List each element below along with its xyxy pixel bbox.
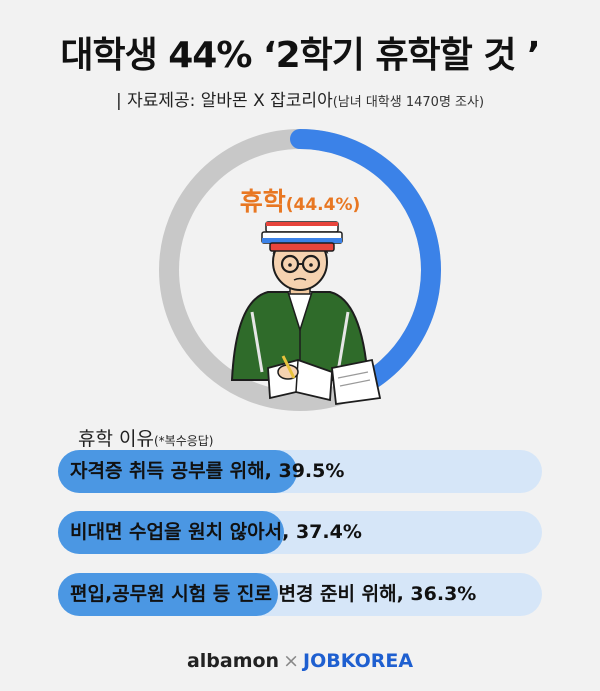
reasons-heading: 휴학 이유(*복수응답)	[78, 424, 214, 451]
donut-value: (44.4%)	[285, 195, 361, 215]
source-line: | 자료제공: 알바몬 X 잡코리아(남녀 대학생 1470명 조사)	[0, 86, 600, 111]
donut-label: 휴학	[239, 187, 286, 216]
source-note: (남녀 대학생 1470명 조사)	[332, 95, 485, 110]
reason-bar-label: 비대면 수업을 원치 않아서, 37.4%	[70, 521, 362, 543]
reason-bar-fill	[58, 573, 278, 616]
reason-bar-track: 편입,공무원 시험 등 진로 변경 준비 위해, 36.3%	[58, 573, 542, 616]
logo-separator: ×	[283, 650, 299, 672]
reason-bar-fill	[58, 450, 297, 493]
reasons-title: 휴학 이유	[78, 428, 154, 450]
footer-logos: albamon × JOBKOREA	[0, 650, 600, 672]
reason-bar-label: 자격증 취득 공부를 위해, 39.5%	[70, 460, 345, 482]
jobkorea-logo: JOBKOREA	[303, 650, 414, 672]
reason-bar-fill	[58, 511, 284, 554]
student-illustration	[230, 221, 382, 406]
page-title: 대학생 44% ‘2학기 휴학할 것 ’	[60, 35, 540, 76]
reason-bar-track: 비대면 수업을 원치 않아서, 37.4%	[58, 511, 542, 554]
reasons-note: (*복수응답)	[153, 434, 214, 448]
donut-center-label: 휴학(44.4%)	[0, 182, 600, 218]
albamon-logo: albamon	[186, 650, 280, 672]
reason-bar-label: 편입,공무원 시험 등 진로 변경 준비 위해, 36.3%	[70, 583, 477, 605]
donut-value-arc	[290, 129, 441, 403]
source-text: | 자료제공: 알바몬 X 잡코리아	[115, 91, 333, 111]
reason-bar-track: 자격증 취득 공부를 위해, 39.5%	[58, 450, 542, 493]
